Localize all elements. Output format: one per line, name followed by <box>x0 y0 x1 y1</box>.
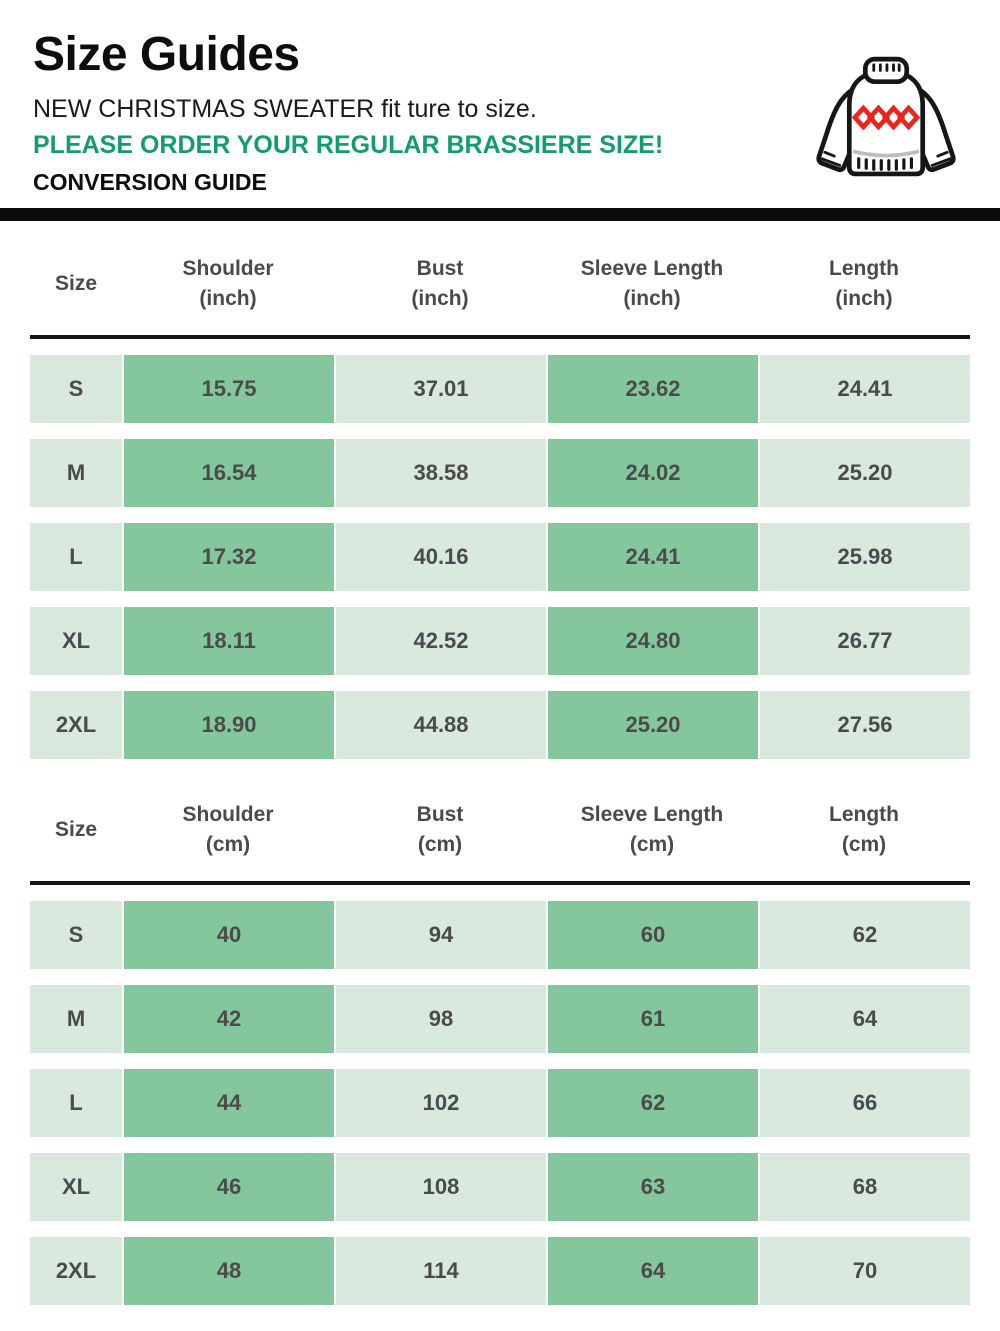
length-cell: 25.98 <box>758 523 970 592</box>
tables-area: Size Shoulder (inch) Bust (inch) Sleeve Le… <box>0 243 1000 1306</box>
bust-cell: 42.52 <box>334 607 546 676</box>
col-header-size: Size <box>54 817 98 841</box>
sleeve-cell: 24.80 <box>546 607 758 676</box>
bust-cell: 94 <box>334 901 546 970</box>
sleeve-cell: 60 <box>546 901 758 970</box>
shoulder-cell: 48 <box>122 1237 334 1306</box>
table-row-m: M 42 98 61 64 <box>30 985 970 1054</box>
size-table-inch: Size Shoulder (inch) Bust (inch) Sleeve Le… <box>30 243 970 760</box>
page-title: Size Guides <box>33 28 300 81</box>
size-cell: S <box>30 901 122 970</box>
table-row-s: S 40 94 60 62 <box>30 901 970 970</box>
bust-cell: 40.16 <box>334 523 546 592</box>
sleeve-cell: 24.41 <box>546 523 758 592</box>
table-row-xl: XL 46 108 63 68 <box>30 1153 970 1222</box>
sleeve-cell: 25.20 <box>546 691 758 760</box>
christmas-sweater-icon <box>816 56 956 177</box>
length-cell: 68 <box>758 1153 970 1222</box>
table-row-s: S 15.75 37.01 23.62 24.41 <box>30 355 970 424</box>
sleeve-cell: 63 <box>546 1153 758 1222</box>
bust-cell: 102 <box>334 1069 546 1138</box>
sleeve-cell: 23.62 <box>546 355 758 424</box>
page-header: Size Guides NEW CHRISTMAS SWEATER fit tu… <box>0 0 1000 195</box>
header-underline <box>30 335 970 340</box>
col-header-sleeve: Sleeve Length (inch) <box>580 256 724 310</box>
sleeve-cell: 64 <box>546 1237 758 1306</box>
length-cell: 66 <box>758 1069 970 1138</box>
section-divider <box>0 208 1000 222</box>
inch-header-row: Size Shoulder (inch) Bust (inch) Sleeve Le… <box>30 243 970 323</box>
sleeve-cell: 62 <box>546 1069 758 1138</box>
length-cell: 64 <box>758 985 970 1054</box>
size-table-cm: Size Shoulder (cm) Bust (cm) Sleeve Length… <box>30 789 970 1306</box>
shoulder-cell: 42 <box>122 985 334 1054</box>
col-header-size: Size <box>54 271 98 295</box>
shoulder-cell: 44 <box>122 1069 334 1138</box>
bust-cell: 38.58 <box>334 439 546 508</box>
size-cell: XL <box>30 1153 122 1222</box>
sleeve-cell: 61 <box>546 985 758 1054</box>
table-row-xl: XL 18.11 42.52 24.80 26.77 <box>30 607 970 676</box>
table-row-m: M 16.54 38.58 24.02 25.20 <box>30 439 970 508</box>
size-cell: 2XL <box>30 691 122 760</box>
bust-cell: 114 <box>334 1237 546 1306</box>
shoulder-cell: 18.90 <box>122 691 334 760</box>
size-cell: XL <box>30 607 122 676</box>
col-header-bust: Bust (inch) <box>411 256 469 310</box>
table-row-l: L 44 102 62 66 <box>30 1069 970 1138</box>
col-header-length: Length (inch) <box>829 256 899 310</box>
bust-cell: 44.88 <box>334 691 546 760</box>
shoulder-cell: 46 <box>122 1153 334 1222</box>
size-cell: 2XL <box>30 1237 122 1306</box>
length-cell: 25.20 <box>758 439 970 508</box>
sleeve-cell: 24.02 <box>546 439 758 508</box>
table-row-2xl: 2XL 18.90 44.88 25.20 27.56 <box>30 691 970 760</box>
table-row-l: L 17.32 40.16 24.41 25.98 <box>30 523 970 592</box>
shoulder-cell: 40 <box>122 901 334 970</box>
cm-header-row: Size Shoulder (cm) Bust (cm) Sleeve Length… <box>30 789 970 869</box>
col-header-shoulder: Shoulder (inch) <box>182 256 274 310</box>
col-header-shoulder: Shoulder (cm) <box>182 802 274 856</box>
length-cell: 62 <box>758 901 970 970</box>
length-cell: 27.56 <box>758 691 970 760</box>
size-cell: L <box>30 1069 122 1138</box>
length-cell: 70 <box>758 1237 970 1306</box>
bust-cell: 37.01 <box>334 355 546 424</box>
conversion-guide-label: CONVERSION GUIDE <box>33 168 267 195</box>
bust-cell: 98 <box>334 985 546 1054</box>
shoulder-cell: 16.54 <box>122 439 334 508</box>
length-cell: 26.77 <box>758 607 970 676</box>
col-header-length: Length (cm) <box>829 802 899 856</box>
size-cell: M <box>30 985 122 1054</box>
size-cell: L <box>30 523 122 592</box>
shoulder-cell: 15.75 <box>122 355 334 424</box>
order-notice: PLEASE ORDER YOUR REGULAR BRASSIERE SIZE… <box>33 131 664 160</box>
header-underline <box>30 881 970 886</box>
size-cell: M <box>30 439 122 508</box>
col-header-bust: Bust (cm) <box>416 802 464 856</box>
length-cell: 24.41 <box>758 355 970 424</box>
table-row-2xl: 2XL 48 114 64 70 <box>30 1237 970 1306</box>
col-header-sleeve: Sleeve Length (cm) <box>580 802 724 856</box>
size-cell: S <box>30 355 122 424</box>
bust-cell: 108 <box>334 1153 546 1222</box>
fit-subtitle: NEW CHRISTMAS SWEATER fit ture to size. <box>33 95 537 124</box>
shoulder-cell: 17.32 <box>122 523 334 592</box>
shoulder-cell: 18.11 <box>122 607 334 676</box>
